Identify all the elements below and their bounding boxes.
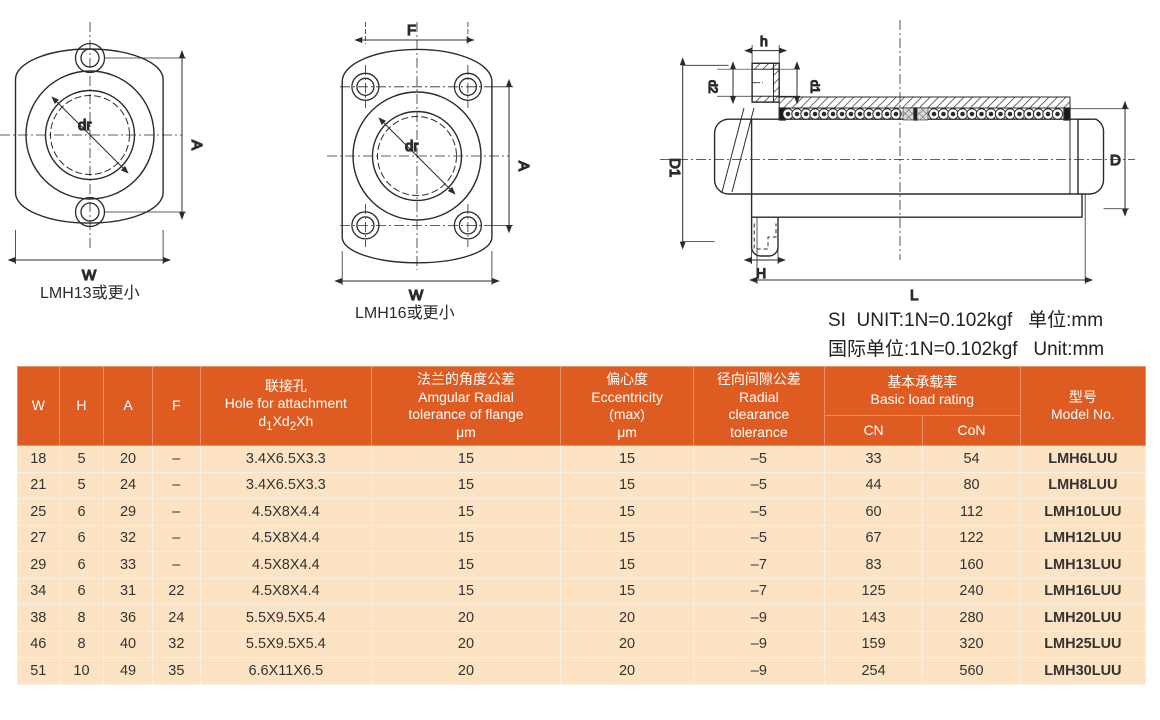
svg-text:W: W: [82, 267, 97, 284]
svg-text:d1: d1: [808, 80, 822, 94]
svg-text:H: H: [756, 265, 766, 281]
svg-text:LMH13或更小: LMH13或更小: [40, 284, 140, 302]
svg-text:D1: D1: [666, 158, 683, 177]
svg-text:W: W: [409, 287, 424, 304]
svg-text:LMH16或更小: LMH16或更小: [355, 304, 455, 322]
svg-text:F: F: [407, 22, 416, 39]
svg-text:A: A: [188, 140, 205, 150]
svg-text:d2: d2: [706, 80, 720, 94]
svg-text:h: h: [760, 33, 768, 49]
svg-text:D: D: [1110, 152, 1121, 169]
svg-text:A: A: [515, 161, 532, 171]
svg-text:dr: dr: [405, 138, 418, 155]
svg-text:dr: dr: [78, 117, 91, 134]
svg-text:L: L: [910, 287, 918, 304]
